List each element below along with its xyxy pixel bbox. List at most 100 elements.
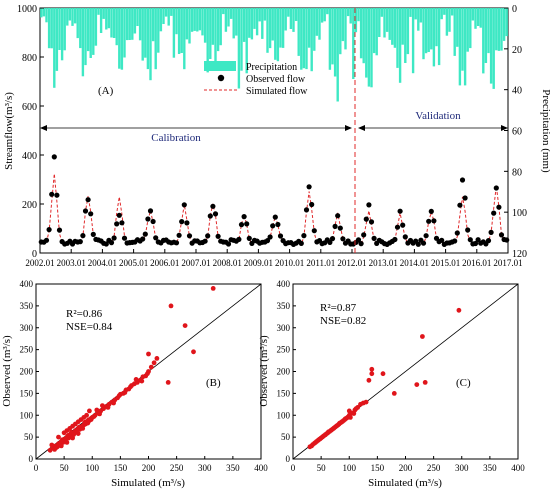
scatter-point [168, 303, 174, 309]
observed-flow-point [498, 232, 505, 238]
precip-bar [432, 8, 436, 67]
observed-flow-point [43, 237, 50, 243]
observed-flow-point [54, 192, 60, 198]
precip-bar [281, 8, 285, 48]
y-tick-label: 300 [277, 323, 291, 333]
precip-bar [318, 8, 321, 40]
precip-bar [99, 8, 103, 33]
precip-bar [500, 8, 503, 51]
precipitation-tick-label: 120 [512, 249, 527, 260]
x-tick-label: 250 [427, 463, 441, 473]
precip-bar [136, 8, 139, 26]
precip-bar [79, 8, 82, 49]
scatter-point [53, 445, 59, 450]
precip-bar [502, 8, 506, 41]
precip-bar [466, 8, 469, 52]
precip-bar [411, 8, 415, 74]
precip-bar [120, 8, 124, 70]
scatter-point [322, 432, 328, 438]
legend-observed-marker [217, 74, 225, 82]
precip-bar [115, 8, 118, 46]
observed-flow-point [371, 235, 377, 241]
scatter-point [210, 286, 216, 291]
precip-bar [310, 8, 313, 72]
year-tick-label: 2009.01 [244, 258, 273, 268]
scatter-point [65, 433, 71, 438]
year-tick-label: 2008.01 [213, 258, 242, 268]
observed-flow-point [142, 231, 148, 237]
precip-bar [284, 8, 287, 31]
observed-flow-point [176, 232, 182, 238]
precip-bar [253, 8, 256, 29]
precip-bar [232, 8, 235, 39]
panel-c-label: (C) [456, 377, 471, 389]
precip-bar [255, 8, 259, 36]
precip-bar [45, 8, 48, 23]
precip-bar [497, 8, 501, 51]
observed-flow-point [153, 235, 159, 241]
precip-bar [73, 8, 77, 24]
observed-flow-point [277, 233, 284, 239]
scatter-point [47, 447, 53, 453]
y-tick-label: 300 [20, 323, 34, 333]
streamflow-tick-label: 200 [22, 200, 37, 211]
year-tick-label: 2014.01 [400, 258, 429, 268]
observed-flow-point [272, 214, 278, 220]
observed-flow-point [56, 227, 63, 233]
observed-flow-point [459, 177, 466, 183]
scatter-point [97, 411, 102, 417]
precip-bar [146, 8, 150, 70]
precip-bar [482, 8, 485, 74]
precip-bar [222, 8, 225, 15]
observed-flow-point [145, 216, 151, 222]
streamflow-tick-label: 400 [22, 151, 37, 162]
year-tick-label: 2011.01 [306, 258, 335, 268]
x-tick-label: 150 [114, 463, 128, 473]
precip-bar [102, 8, 105, 19]
scatter-point [87, 408, 92, 414]
precip-bar [266, 8, 269, 53]
precip-bar [393, 8, 397, 48]
precip-bar [128, 8, 131, 40]
observed-flow-point [298, 240, 304, 246]
observed-flow-point [186, 233, 193, 239]
precip-bar [224, 8, 228, 32]
precip-bar [214, 8, 217, 64]
precip-bar [196, 8, 199, 32]
year-tick-label: 2010.01 [275, 258, 304, 268]
scatter-point [64, 440, 70, 445]
precip-bar [175, 8, 178, 35]
precip-bar [471, 8, 475, 21]
precip-bar [289, 8, 293, 29]
precip-bar [112, 8, 116, 38]
precip-bar [66, 8, 69, 26]
scatter-point [154, 356, 160, 361]
year-tick-label: 2007.01 [181, 258, 210, 268]
precip-bar [190, 8, 194, 32]
precip-bar [435, 8, 438, 47]
scatter-point [91, 414, 97, 419]
precip-bar [362, 8, 365, 64]
panel-c-ticks: 00 50 50 100 100 150 150 200 200 250 250 300 300 350 3… [277, 279, 526, 473]
precip-bar [476, 8, 480, 26]
precip-bar [68, 8, 72, 21]
precip-bar [406, 8, 410, 55]
scatter-point [353, 406, 359, 412]
observed-flow-point [140, 236, 146, 242]
precip-bar [198, 8, 202, 31]
x-tick-label: 50 [317, 463, 327, 473]
observed-flow-point [452, 238, 458, 244]
scatter-point [139, 378, 145, 384]
precip-bar [385, 8, 389, 32]
precip-bar [357, 8, 360, 22]
precip-bar [268, 8, 272, 49]
precipitation-bars [40, 8, 508, 102]
precip-bar [489, 8, 493, 84]
precip-bar [81, 8, 85, 77]
scatter-point [414, 382, 420, 387]
panel-c-nse: NSE=0.82 [320, 315, 366, 327]
precip-bar [307, 8, 311, 48]
precip-bar [105, 8, 108, 30]
precip-bar [133, 8, 137, 34]
